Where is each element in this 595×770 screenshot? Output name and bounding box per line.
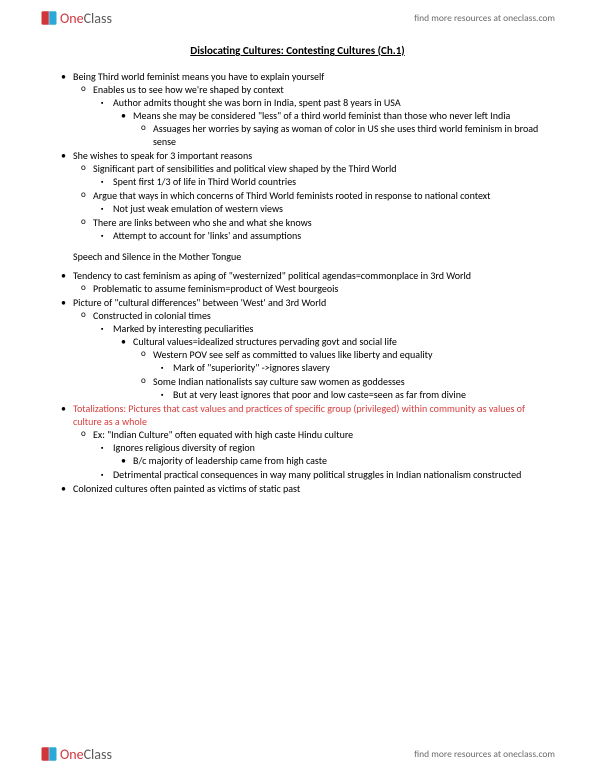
text: Picture of "cultural differences" betwee… (73, 296, 326, 309)
list-item: Tendency to cast feminism as aping of "w… (55, 269, 540, 295)
page-title: Dislocating Cultures: Contesting Culture… (55, 44, 540, 58)
text: Attempt to account for 'links' and assum… (113, 229, 301, 242)
list-item: Detrimental practical consequences in wa… (93, 468, 540, 481)
list-item: Ex: "Indian Culture" often equated with … (73, 428, 540, 481)
list-item: There are links between who she and what… (73, 216, 540, 242)
text: Not just weak emulation of western views (113, 202, 283, 215)
list-item: Significant part of sensibilities and po… (73, 162, 540, 188)
list-item: Ignores religious diversity of region B/… (93, 441, 540, 467)
outline-root: Being Third world feminist means you hav… (55, 70, 540, 242)
footer-tagline: find more resources at oneclass.com (414, 748, 555, 760)
list-item: Cultural values=idealized structures per… (113, 335, 540, 401)
page-header: OneClass find more resources at oneclass… (0, 0, 595, 34)
list-item: Picture of "cultural differences" betwee… (55, 296, 540, 401)
list-item: Western POV see self as committed to val… (133, 348, 540, 374)
text: Argue that ways in which concerns of Thi… (93, 189, 491, 202)
text: Tendency to cast feminism as aping of "w… (73, 269, 471, 282)
text: Assuages her worries by saying as woman … (153, 122, 538, 148)
list-item: Assuages her worries by saying as woman … (133, 122, 540, 148)
list-item: But at very least ignores that poor and … (153, 388, 540, 401)
brand-text: OneClass (60, 10, 112, 27)
text: Being Third world feminist means you hav… (73, 70, 324, 83)
brand-text: OneClass (60, 746, 112, 763)
list-item: Colonized cultures often painted as vict… (55, 482, 540, 495)
outline-root-2: Tendency to cast feminism as aping of "w… (55, 269, 540, 495)
text: Detrimental practical consequences in wa… (113, 468, 521, 481)
book-icon (40, 9, 58, 27)
header-tagline: find more resources at oneclass.com (414, 12, 555, 24)
list-item: Spent first 1/3 of life in Third World c… (93, 175, 540, 188)
list-item: B/c majority of leadership came from hig… (113, 454, 540, 467)
list-item: She wishes to speak for 3 important reas… (55, 149, 540, 242)
text: Cultural values=idealized structures per… (133, 335, 397, 348)
document-body: Dislocating Cultures: Contesting Culture… (0, 34, 595, 495)
list-item: Marked by interesting peculiarities Cult… (93, 322, 540, 401)
text: Constructed in colonial times (93, 309, 211, 322)
text: Some Indian nationalists say culture saw… (153, 375, 405, 388)
text: Colonized cultures often painted as vict… (73, 482, 300, 495)
book-icon (40, 745, 58, 763)
text: Author admits thought she was born in In… (113, 96, 401, 109)
list-item: Enables us to see how we're shaped by co… (73, 83, 540, 148)
section-subtitle: Speech and Silence in the Mother Tongue (73, 250, 540, 263)
list-item: Argue that ways in which concerns of Thi… (73, 189, 540, 215)
list-item: Some Indian nationalists say culture saw… (133, 375, 540, 401)
list-item: Mark of "superiority" ->ignores slavery (153, 361, 540, 374)
text: Ignores religious diversity of region (113, 441, 255, 454)
text: Significant part of sensibilities and po… (93, 162, 397, 175)
text: Mark of "superiority" ->ignores slavery (173, 361, 330, 374)
text: Spent first 1/3 of life in Third World c… (113, 175, 296, 188)
list-item: Totalizations: Pictures that cast values… (55, 402, 540, 481)
text: But at very least ignores that poor and … (173, 388, 466, 401)
list-item: Attempt to account for 'links' and assum… (93, 229, 540, 242)
list-item: Author admits thought she was born in In… (93, 96, 540, 148)
text: Problematic to assume feminism=product o… (93, 282, 338, 295)
text: Ex: "Indian Culture" often equated with … (93, 428, 353, 441)
list-item: Means she may be considered "less" of a … (113, 109, 540, 148)
text: B/c majority of leadership came from hig… (133, 454, 327, 467)
text: Enables us to see how we're shaped by co… (93, 83, 284, 96)
text-highlight: Totalizations: Pictures that cast values… (73, 402, 525, 428)
text: Marked by interesting peculiarities (113, 322, 253, 335)
text: She wishes to speak for 3 important reas… (73, 149, 252, 162)
list-item: Problematic to assume feminism=product o… (73, 282, 540, 295)
brand-logo-footer: OneClass (40, 745, 112, 763)
text: There are links between who she and what… (93, 216, 312, 229)
page-footer: OneClass find more resources at oneclass… (0, 736, 595, 770)
brand-logo: OneClass (40, 9, 112, 27)
text: Means she may be considered "less" of a … (133, 109, 510, 122)
list-item: Not just weak emulation of western views (93, 202, 540, 215)
list-item: Constructed in colonial times Marked by … (73, 309, 540, 401)
text: Western POV see self as committed to val… (153, 348, 433, 361)
list-item: Being Third world feminist means you hav… (55, 70, 540, 148)
